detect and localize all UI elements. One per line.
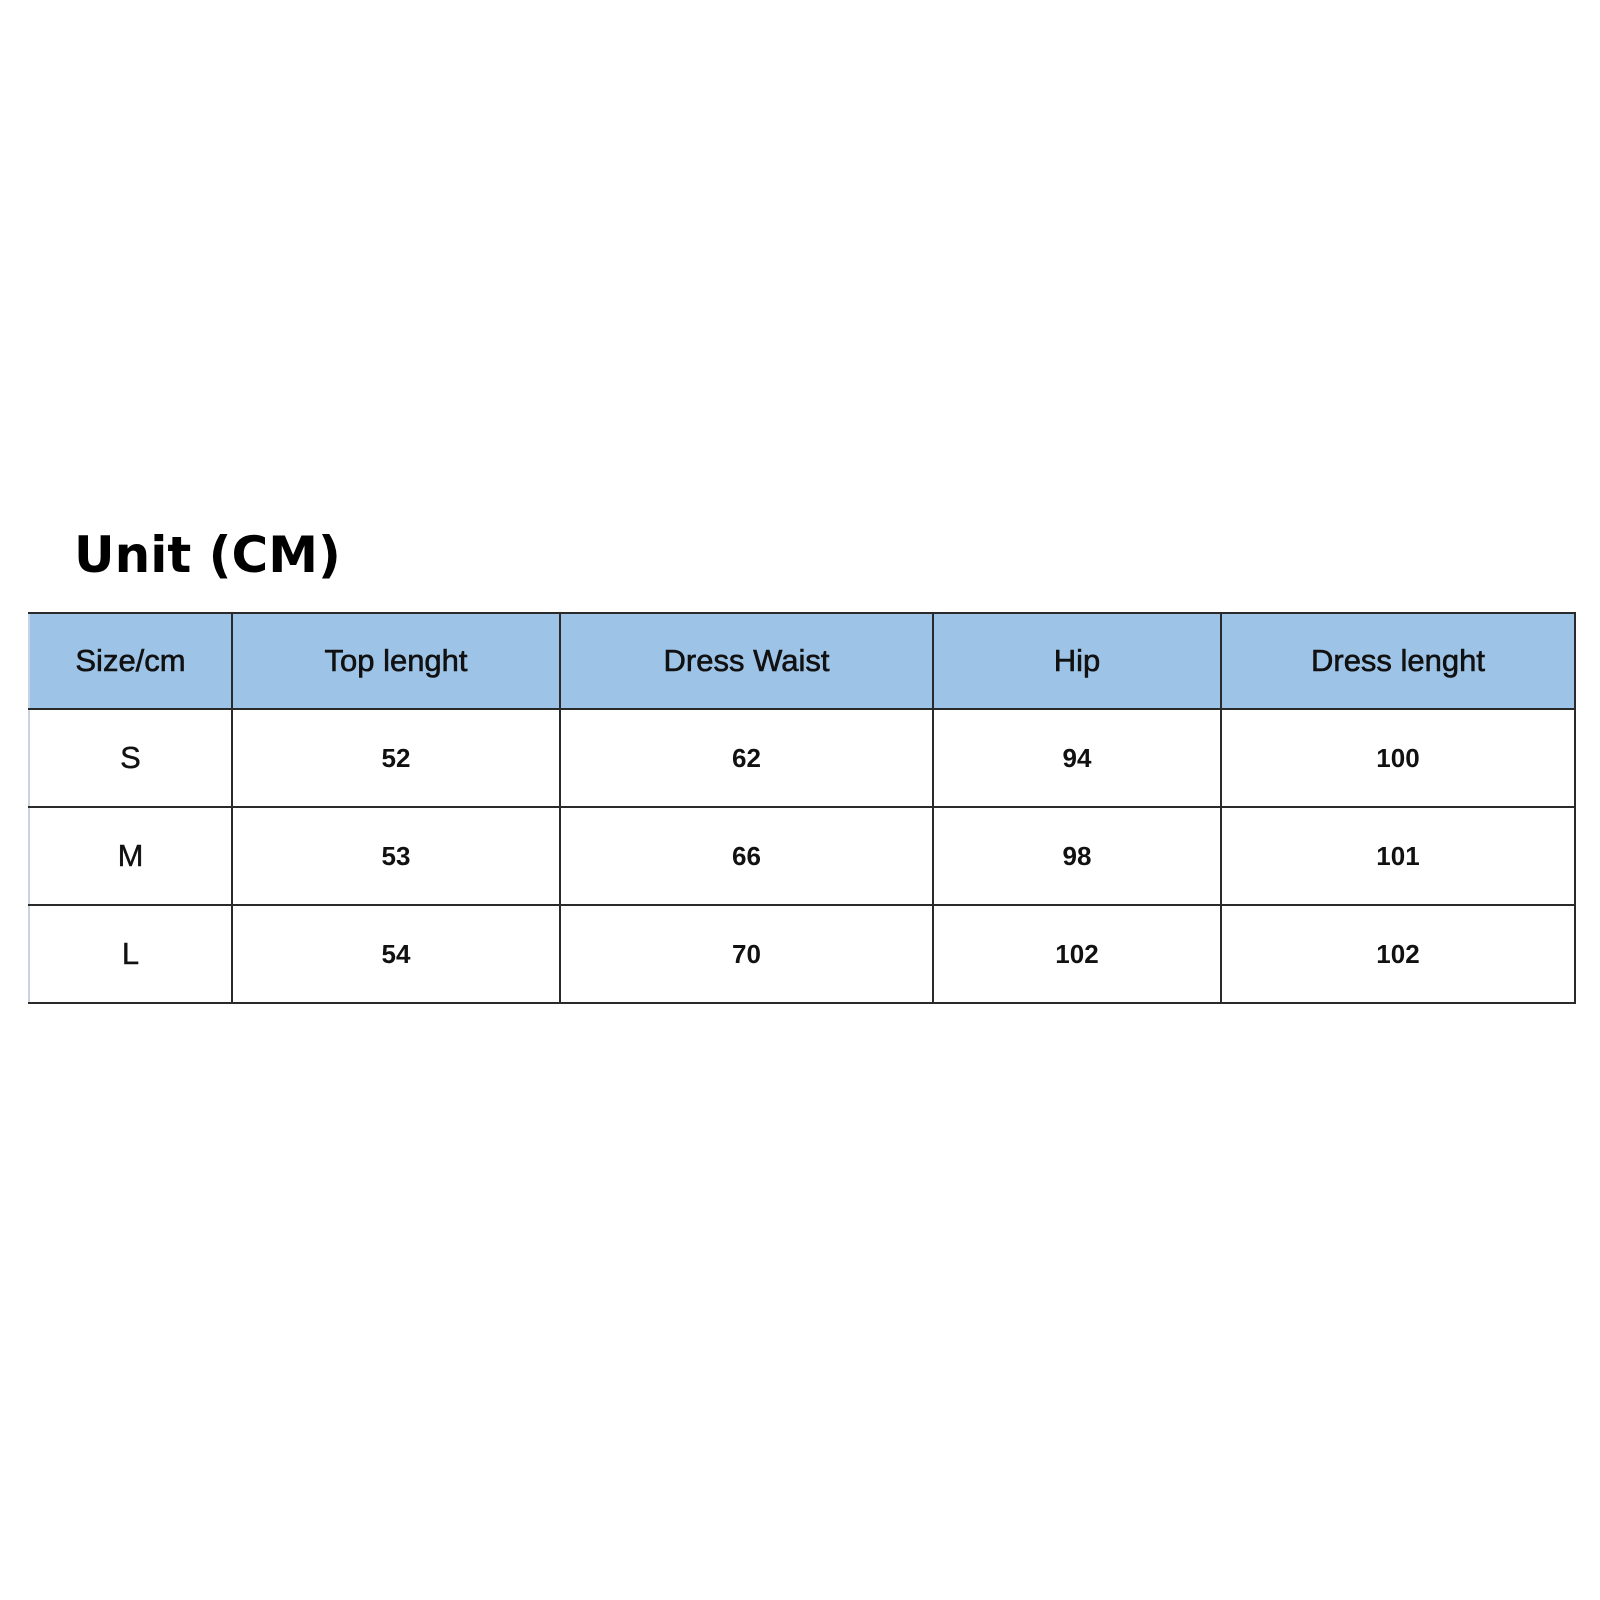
header-row: Size/cm Top lenght Dress Waist Hip Dress… [28,612,1576,710]
table-cell: 70 [559,904,934,1004]
unit-title: Unit (CM) [74,526,341,584]
table-cell: 94 [932,708,1222,808]
size-cell: S [28,708,233,808]
table-row: M 53 66 98 101 [28,806,1576,906]
table-row: L 54 70 102 102 [28,904,1576,1004]
table-cell: 102 [932,904,1222,1004]
table-cell: 54 [231,904,561,1004]
header-size: Size/cm [28,612,233,710]
table-cell: 102 [1220,904,1576,1004]
size-chart-table: Size/cm Top lenght Dress Waist Hip Dress… [28,612,1576,1004]
table-row: S 52 62 94 100 [28,708,1576,808]
size-cell: M [28,806,233,906]
header-top-length: Top lenght [231,612,561,710]
size-cell: L [28,904,233,1004]
header-dress-length: Dress lenght [1220,612,1576,710]
table-cell: 100 [1220,708,1576,808]
table-cell: 66 [559,806,934,906]
table-cell: 101 [1220,806,1576,906]
table-cell: 62 [559,708,934,808]
header-dress-waist: Dress Waist [559,612,934,710]
table-cell: 52 [231,708,561,808]
header-hip: Hip [932,612,1222,710]
table-cell: 53 [231,806,561,906]
table-cell: 98 [932,806,1222,906]
